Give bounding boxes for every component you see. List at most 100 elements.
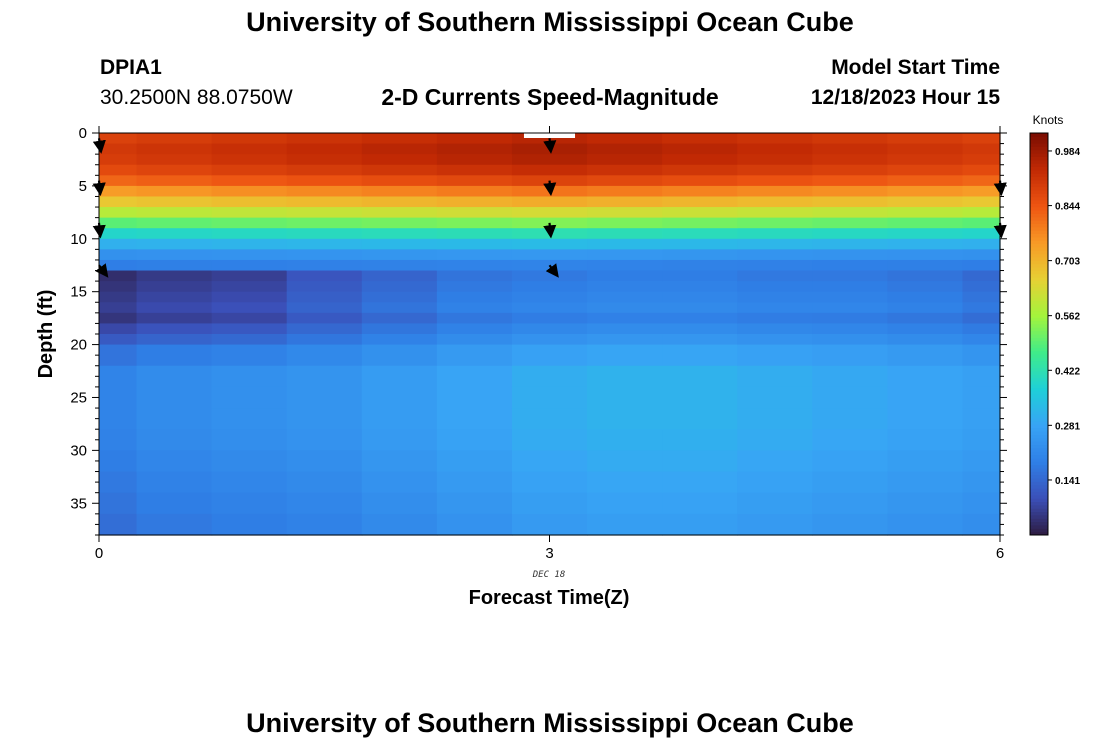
heatmap-cell [962, 228, 1001, 240]
station-location: 30.2500N 88.0750W [100, 86, 293, 109]
heatmap-cell [511, 249, 588, 261]
heatmap-cell [211, 217, 288, 229]
heatmap-cell [286, 513, 363, 536]
heatmap-cell [361, 302, 438, 314]
heatmap-cell [587, 238, 663, 250]
heatmap-cell [962, 164, 1001, 176]
heatmap-cell [211, 312, 288, 325]
heatmap-cell [136, 450, 213, 473]
colorbar-segment [1030, 220, 1048, 224]
colorbar-frame [1029, 132, 1049, 536]
heatmap-cell [99, 429, 138, 451]
colorbar-segment [1030, 457, 1048, 462]
heatmap-cell [211, 450, 288, 473]
heatmap-cell [737, 312, 813, 325]
heatmap-cell [211, 429, 288, 451]
heatmap-cell [511, 302, 588, 314]
heatmap-cell [511, 291, 588, 303]
heatmap-cell [962, 492, 1001, 515]
colorbar-segment [1030, 287, 1048, 291]
heatmap-cell [962, 334, 1001, 346]
heatmap-cell [436, 228, 513, 240]
colorbar-segment [1030, 139, 1048, 144]
page-title: University of Southern Mississippi Ocean… [246, 7, 854, 37]
colorbar-segment [1030, 146, 1048, 151]
heatmap-cell [286, 207, 363, 219]
heatmap-cell [436, 291, 513, 303]
heatmap-cell [737, 207, 813, 219]
heatmap-cell [286, 429, 363, 451]
heatmap-cell [662, 133, 738, 145]
colorbar-segment [1030, 390, 1048, 395]
heatmap-cell [887, 217, 964, 229]
heatmap-cell [211, 185, 288, 198]
heatmap-cell [962, 196, 1001, 208]
x-tick-label: 6 [996, 545, 1004, 562]
heatmap-cell [887, 164, 964, 176]
colorbar-segment [1030, 508, 1048, 513]
heatmap-cell [812, 207, 888, 219]
colorbar-segment [1030, 514, 1048, 519]
heatmap-cell [662, 259, 738, 272]
colorbar-segment [1030, 186, 1048, 191]
colorbar-segment [1030, 498, 1048, 502]
heatmap-cell [511, 154, 588, 166]
heatmap-cell [887, 302, 964, 314]
heatmap-cell [136, 365, 213, 388]
colorbar-segment [1030, 303, 1048, 308]
heatmap-cell [361, 259, 438, 272]
heatmap-cell [286, 281, 363, 293]
heatmap-cell [812, 281, 888, 293]
heatmap-cell [962, 365, 1001, 388]
heatmap-cell [812, 450, 888, 473]
heatmap-cell [812, 217, 888, 229]
colorbar-segment [1030, 437, 1048, 442]
heatmap-cell [211, 154, 288, 166]
colorbar-tick-label: 0.703 [1055, 257, 1080, 268]
heatmap-cell [436, 492, 513, 515]
heatmap-cell [436, 249, 513, 261]
heatmap-cell [737, 429, 813, 451]
heatmap-cell [361, 471, 438, 494]
colorbar-segment [1030, 464, 1048, 469]
heatmap-cell [286, 312, 363, 325]
heatmap-cell [812, 249, 888, 261]
heatmap-cell [211, 323, 288, 335]
heatmap-cell [211, 238, 288, 250]
heatmap-cell [737, 291, 813, 303]
colorbar-segment [1030, 256, 1048, 261]
colorbar-segment [1030, 521, 1048, 526]
heatmap-cell [99, 270, 138, 282]
heatmap-cell [887, 249, 964, 261]
heatmap-cell [361, 386, 438, 409]
colorbar-segment [1030, 347, 1048, 352]
heatmap-cell [436, 334, 513, 346]
heatmap-cell [136, 386, 213, 409]
colorbar-segment [1030, 518, 1048, 523]
heatmap-cell [511, 386, 588, 409]
x-date-label: DEC 18 [532, 570, 566, 580]
heatmap-cell [361, 164, 438, 176]
heatmap-cell [662, 164, 738, 176]
current-arrow [543, 180, 557, 197]
colorbar-segment [1030, 223, 1048, 228]
colorbar-segment [1030, 203, 1048, 208]
colorbar-segment [1030, 280, 1048, 285]
heatmap-cell [361, 249, 438, 261]
colorbar-segment [1030, 481, 1048, 486]
heatmap-cell [887, 196, 964, 208]
heatmap-cell [511, 312, 588, 325]
heatmap-cell [662, 217, 738, 229]
heatmap-cell [99, 513, 138, 536]
heatmap-cell [286, 344, 363, 367]
heatmap-cell [361, 408, 438, 430]
heatmap-cell [211, 513, 288, 536]
heatmap-cell [511, 207, 588, 219]
colorbar-segment [1030, 387, 1048, 392]
colorbar-segment [1030, 397, 1048, 402]
colorbar-segment [1030, 149, 1048, 154]
heatmap-cell [211, 291, 288, 303]
heatmap-cell [436, 281, 513, 293]
colorbar-segment [1030, 300, 1048, 305]
heatmap-cell [887, 228, 964, 240]
